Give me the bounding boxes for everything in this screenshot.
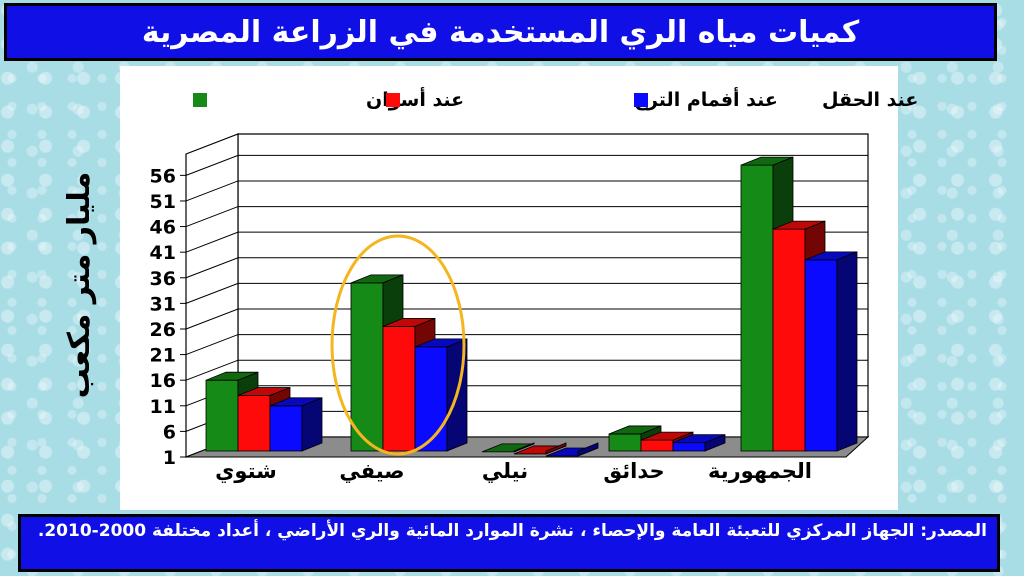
legend-label: عند الحقل bbox=[822, 89, 918, 111]
bar bbox=[545, 442, 599, 457]
bar-side bbox=[545, 442, 567, 455]
gridline bbox=[185, 359, 868, 381]
bar-front bbox=[772, 228, 806, 452]
y-tick-label: 36 bbox=[150, 268, 176, 290]
gridline bbox=[185, 206, 868, 228]
y-tick-label: 26 bbox=[150, 319, 176, 341]
y-tick-label: 16 bbox=[150, 370, 176, 392]
slide-title: كميات مياه الري المستخدمة في الزراعة الم… bbox=[4, 3, 997, 61]
bar-front bbox=[804, 259, 838, 452]
bar-front bbox=[414, 346, 448, 452]
y-tick-label: 21 bbox=[150, 345, 176, 367]
highlight-ellipse bbox=[330, 234, 466, 456]
bar bbox=[513, 442, 567, 455]
y-tick-label: 56 bbox=[150, 165, 176, 187]
y-tick-label: 31 bbox=[150, 293, 176, 315]
gridline bbox=[185, 308, 868, 330]
source-note: المصدر: الجهاز المركزي للتعبئة العامة وا… bbox=[18, 514, 1000, 572]
bar-front bbox=[237, 395, 271, 452]
gridline bbox=[185, 231, 868, 253]
legend-swatch bbox=[193, 93, 207, 107]
gridlines bbox=[185, 154, 868, 432]
legend-label: عند أسوان bbox=[366, 87, 464, 111]
legend-item: عند أفمام الترع bbox=[386, 87, 778, 111]
y-tick-label: 46 bbox=[150, 217, 176, 239]
bar-side bbox=[301, 397, 323, 452]
x-tick-label: حدائق bbox=[603, 459, 664, 483]
bar bbox=[414, 338, 468, 452]
bar-front bbox=[608, 433, 642, 452]
x-tick-label: الجمهورية bbox=[708, 459, 812, 483]
legend-swatch bbox=[634, 93, 648, 107]
y-tick-label: 41 bbox=[150, 242, 176, 264]
x-tick-label: شتوي bbox=[215, 459, 277, 484]
bar bbox=[804, 251, 858, 452]
bars bbox=[205, 156, 858, 457]
bar-front bbox=[205, 379, 239, 452]
bar-front bbox=[350, 282, 384, 452]
gridline bbox=[185, 154, 868, 176]
legend-label: عند أفمام الترع bbox=[634, 87, 778, 111]
gridline bbox=[185, 257, 868, 279]
bar-group bbox=[481, 442, 599, 457]
legend-item: عند أسوان bbox=[193, 87, 464, 111]
gridline bbox=[185, 180, 868, 202]
bar-side bbox=[577, 442, 599, 457]
bar-side bbox=[836, 251, 858, 452]
gridline bbox=[185, 282, 868, 304]
bar-front bbox=[740, 164, 774, 452]
bar bbox=[672, 434, 726, 452]
bar-front bbox=[672, 442, 706, 452]
y-tick-label: 6 bbox=[163, 421, 176, 443]
bar-side bbox=[513, 442, 535, 453]
bar-side bbox=[704, 434, 726, 452]
bar-front bbox=[269, 405, 303, 452]
gridline bbox=[185, 334, 868, 356]
bar-group bbox=[205, 371, 323, 452]
y-tick-label: 51 bbox=[150, 191, 176, 213]
bar bbox=[481, 442, 535, 453]
y-tick-label: 11 bbox=[150, 396, 176, 418]
highlight-overlay bbox=[330, 234, 466, 456]
bar-front bbox=[640, 439, 674, 452]
x-axis-ticks: شتوي صيفي نيلي حدائق الجمهورية bbox=[215, 459, 812, 484]
bar-group bbox=[740, 156, 858, 452]
x-tick-label: نيلي bbox=[482, 459, 528, 483]
x-tick-label: صيفي bbox=[339, 459, 404, 483]
bar-group bbox=[608, 425, 726, 452]
legend-swatch bbox=[386, 93, 400, 107]
bar bbox=[269, 397, 323, 452]
chart-legend: عند أسوان عند أفمام الترع عند الحقل bbox=[193, 87, 918, 111]
legend-item: عند الحقل bbox=[634, 89, 918, 111]
bar-front bbox=[382, 326, 416, 452]
bar-group bbox=[350, 274, 468, 452]
y-tick-label: 1 bbox=[163, 447, 176, 469]
